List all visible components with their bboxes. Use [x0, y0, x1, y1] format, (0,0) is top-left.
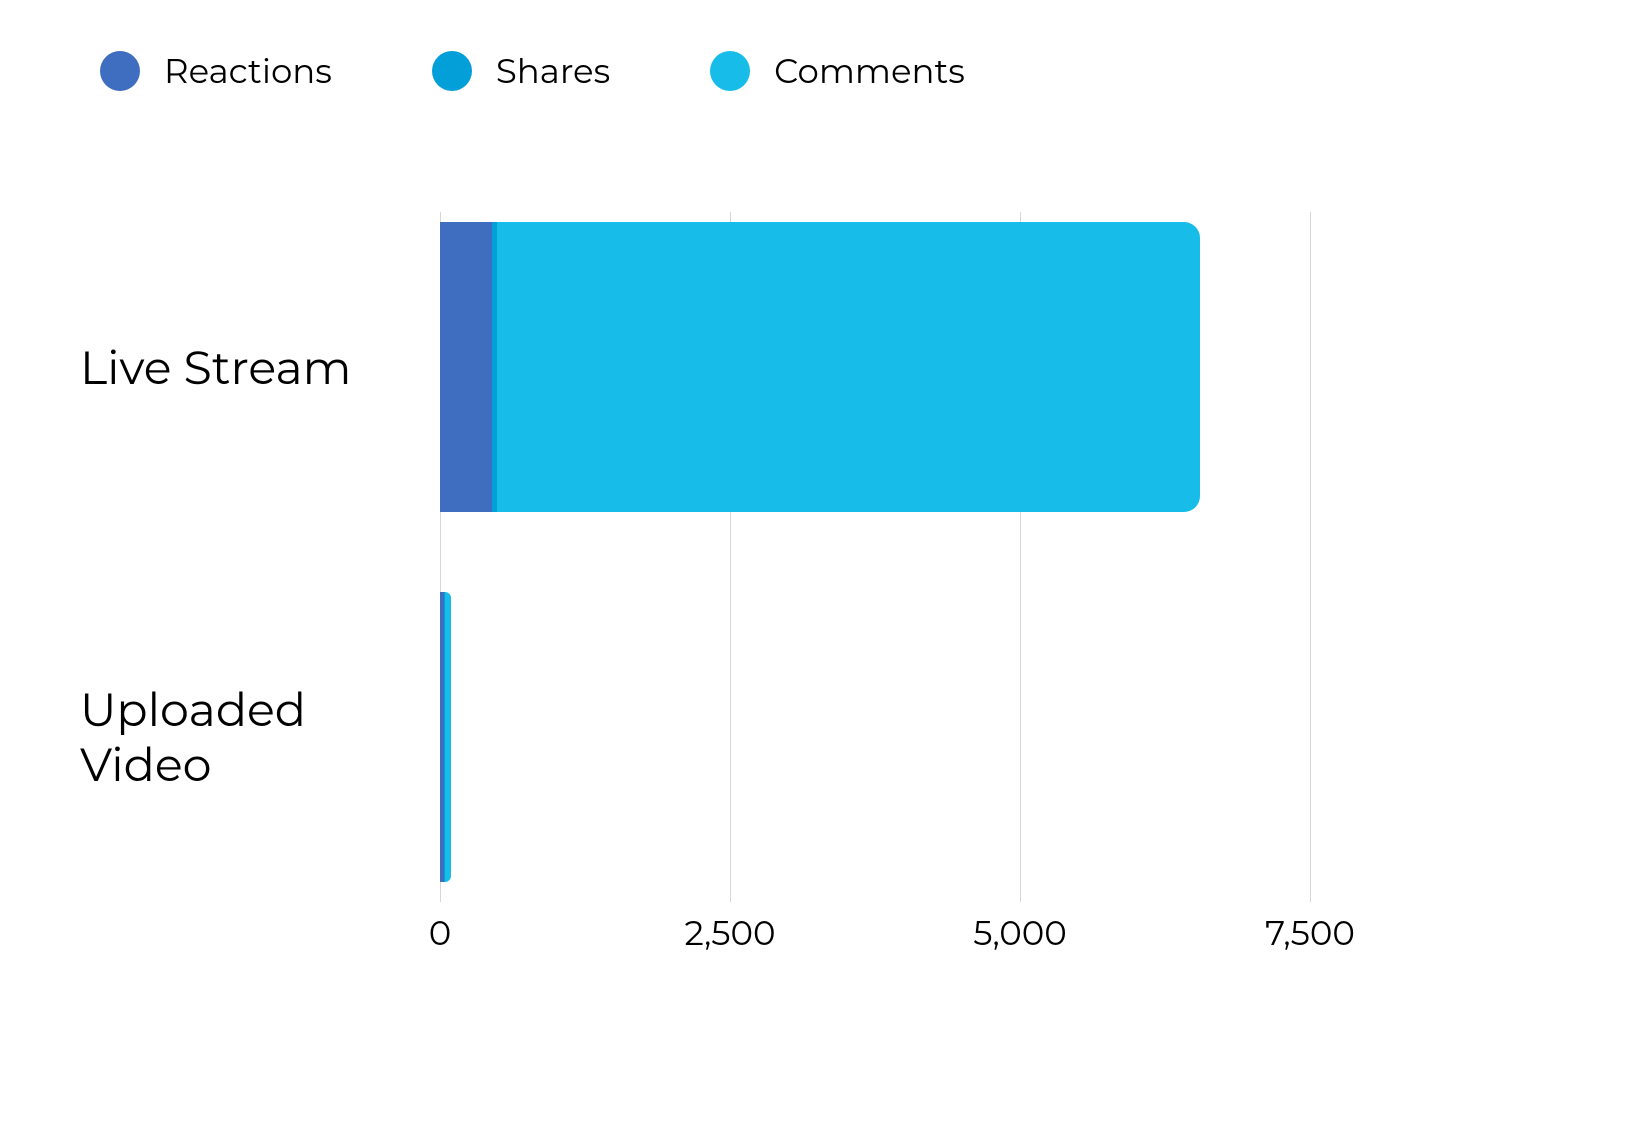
- x-tick-0: 0: [429, 912, 452, 954]
- y-label-uploaded-video: Uploaded Video: [80, 682, 410, 792]
- legend-dot-comments: [710, 51, 750, 91]
- legend-dot-shares: [432, 51, 472, 91]
- x-tick-1: 2,500: [684, 912, 775, 954]
- legend-item-shares: Shares: [432, 50, 610, 92]
- x-tick-3: 7,500: [1265, 912, 1355, 954]
- gridline-3: [1310, 212, 1311, 902]
- bar-live-stream-comments: [497, 222, 1200, 512]
- bar-uploaded-video: [440, 592, 451, 882]
- x-tick-2: 5,000: [973, 912, 1067, 954]
- bar-uploaded-video-comments: [445, 592, 451, 882]
- plot-region: [440, 212, 1310, 902]
- chart-plot-area: Live Stream Uploaded Video 0 2,500 5,000: [40, 212, 1320, 1012]
- y-label-live-stream: Live Stream: [80, 340, 410, 395]
- legend-label-reactions: Reactions: [164, 50, 332, 92]
- legend-dot-reactions: [100, 51, 140, 91]
- legend-label-comments: Comments: [774, 50, 965, 92]
- bar-live-stream: [440, 222, 1200, 512]
- chart-legend: Reactions Shares Comments: [40, 20, 1320, 92]
- legend-label-shares: Shares: [496, 50, 610, 92]
- bar-live-stream-reactions: [440, 222, 492, 512]
- legend-item-reactions: Reactions: [100, 50, 332, 92]
- legend-item-comments: Comments: [710, 50, 965, 92]
- chart-container: Reactions Shares Comments Live Stream Up…: [40, 20, 1320, 1012]
- y-axis-labels: Live Stream Uploaded Video: [40, 212, 430, 902]
